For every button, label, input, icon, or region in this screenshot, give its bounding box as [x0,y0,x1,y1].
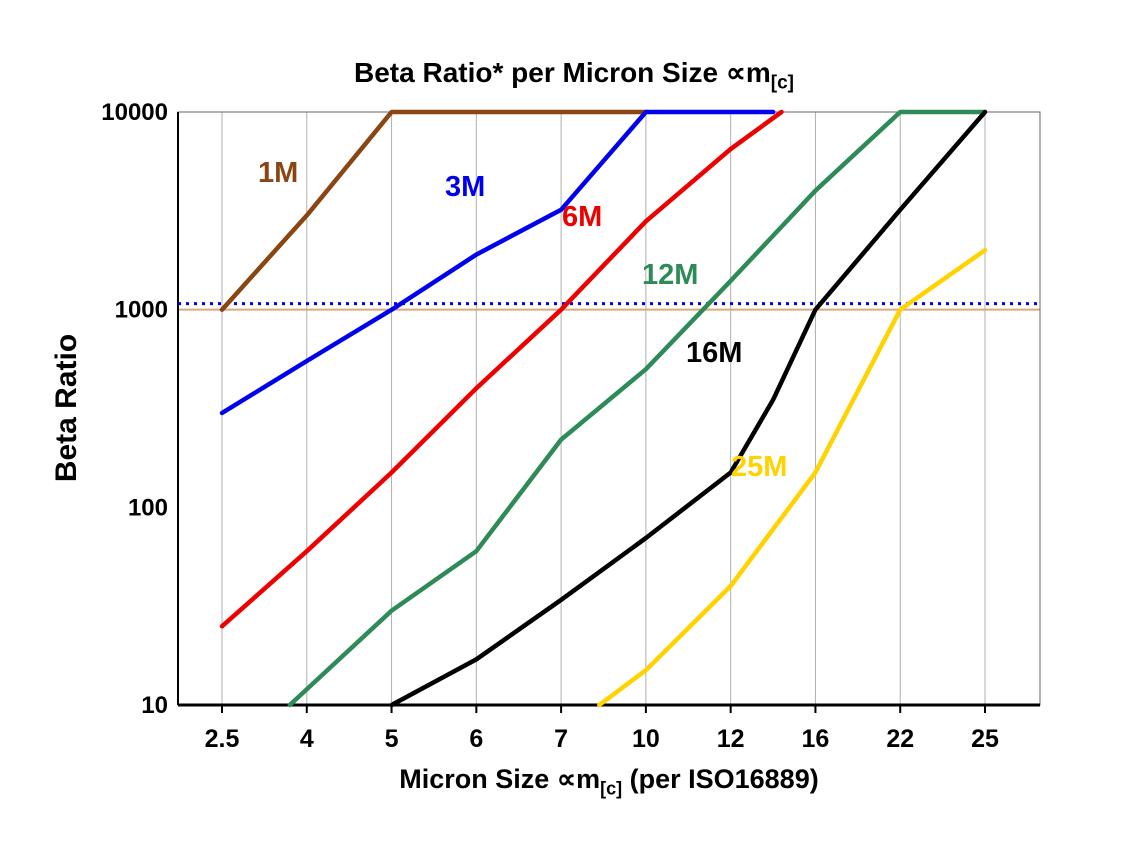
x-tick-label-6: 6 [469,725,483,753]
series-label-3M: 3M [445,171,485,203]
x-axis-label-text: Micron Size ∝m [399,764,601,794]
series-line-12M [287,109,988,708]
x-tick-label-7: 7 [554,725,568,753]
x-tick-label-4: 4 [300,725,314,753]
x-tick-label-2.5: 2.5 [205,725,240,753]
x-axis-label: Micron Size ∝m[c] (per ISO16889) [178,764,1040,799]
y-tick-label-10: 10 [141,692,168,719]
chart-title-subscript: [c] [770,72,794,94]
x-tick-label-25: 25 [971,725,999,753]
x-tick-label-22: 22 [886,725,914,753]
x-axis-label-suffix: (per ISO16889) [622,764,819,794]
chart-title: Beta Ratio* per Micron Size ∝m[c] [0,56,1148,95]
series-label-16M: 16M [686,337,742,369]
series-label-1M: 1M [258,157,298,189]
x-tick-label-10: 10 [632,725,660,753]
series-line-6M [219,109,784,629]
chart-title-text: Beta Ratio* per Micron Size ∝m [354,57,771,88]
series-label-12M: 12M [642,259,698,291]
series-line-25M [597,247,988,708]
x-tick-label-5: 5 [385,725,399,753]
series-line-1M [219,109,649,312]
x-tick-label-12: 12 [717,725,745,753]
y-tick-label-10000: 10000 [101,99,168,126]
series-line-3M [219,109,776,416]
y-tick-label-1000: 1000 [115,297,168,324]
x-tick-label-16: 16 [802,725,830,753]
series-label-25M: 25M [731,451,787,483]
y-tick-label-100: 100 [128,494,168,521]
series-label-6M: 6M [562,201,602,233]
series-line-16M [389,109,988,708]
x-axis-label-subscript: [c] [600,778,623,799]
